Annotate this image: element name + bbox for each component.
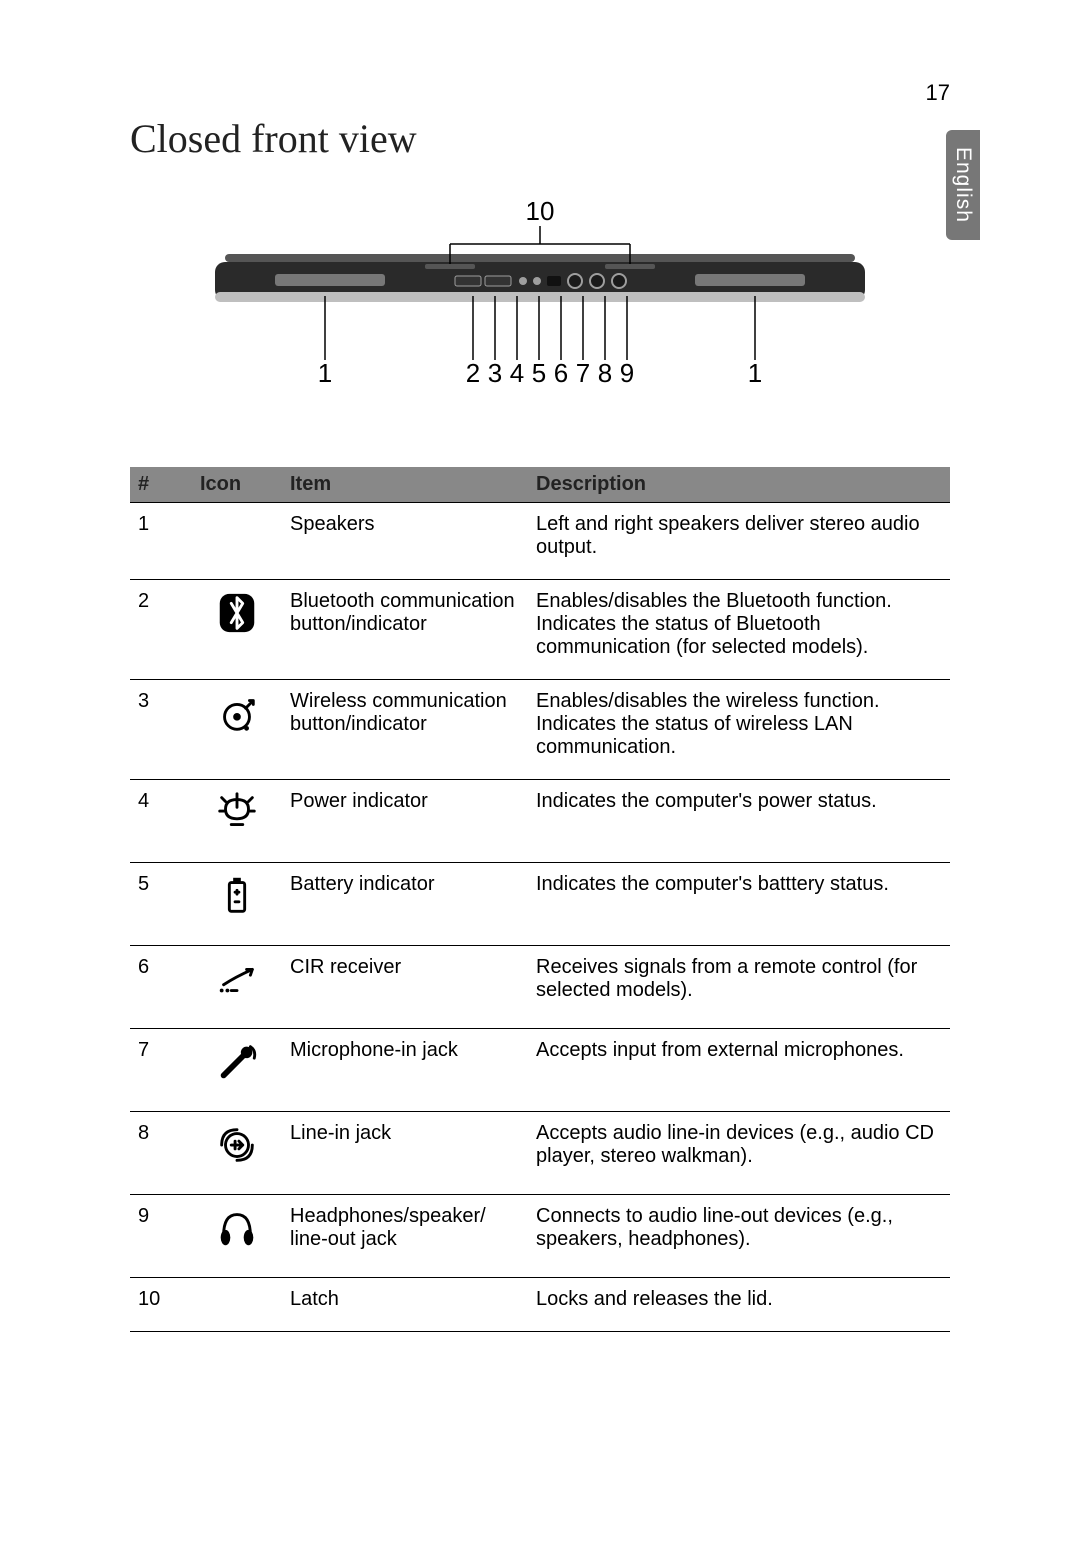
table-row: 2 Bluetooth communication button/indicato… [130,580,950,680]
svg-text:7: 7 [576,358,590,388]
cell-item: Microphone-in jack [282,1029,528,1112]
svg-text:10: 10 [526,196,555,226]
cell-item: Bluetooth communication button/indicator [282,580,528,680]
svg-text:1: 1 [318,358,332,388]
table-row: 6 CIR receiverReceives signals from a rem… [130,946,950,1029]
cell-number: 4 [130,780,192,863]
table-row: 4 Power indicatorIndicates the computer's… [130,780,950,863]
manual-page: 17 English Closed front view 10123456789… [0,0,1080,1549]
language-tab: English [946,130,980,240]
th-number: # [130,467,192,503]
battery-icon [192,863,282,946]
table-row: 10 LatchLocks and releases the lid. [130,1278,950,1332]
cell-description: Accepts audio line-in devices (e.g., aud… [528,1112,950,1195]
cell-description: Left and right speakers deliver stereo a… [528,503,950,580]
cell-icon-empty [192,1278,282,1332]
mic-icon [192,1029,282,1112]
table-header-row: # Icon Item Description [130,467,950,503]
laptop-front-svg: 10 1 23456789 1 [195,192,885,402]
cell-item: Latch [282,1278,528,1332]
cell-description: Receives signals from a remote control (… [528,946,950,1029]
cell-number: 2 [130,580,192,680]
cell-number: 3 [130,680,192,780]
bluetooth-icon [192,580,282,680]
table-row: 3 Wireless communication button/indicator… [130,680,950,780]
cell-description: Enables/disables the wireless function. … [528,680,950,780]
cell-description: Indicates the computer's power status. [528,780,950,863]
cell-item: Battery indicator [282,863,528,946]
table-row: 8 Line-in jackAccepts audio line-in devic… [130,1112,950,1195]
svg-text:1: 1 [748,358,762,388]
svg-text:3: 3 [488,358,502,388]
svg-text:5: 5 [532,358,546,388]
power-icon [192,780,282,863]
cir-icon [192,946,282,1029]
cell-item: Power indicator [282,780,528,863]
component-table: # Icon Item Description 1 SpeakersLeft an… [130,467,950,1332]
closed-front-diagram: 10 1 23456789 1 [130,192,950,407]
svg-text:2: 2 [466,358,480,388]
th-icon: Icon [192,467,282,503]
linein-icon [192,1112,282,1195]
cell-number: 5 [130,863,192,946]
table-row: 9 Headphones/speaker/ line-out jackConnec… [130,1195,950,1278]
section-title: Closed front view [130,115,950,162]
cell-item: Wireless communication button/indicator [282,680,528,780]
th-description: Description [528,467,950,503]
page-number: 17 [926,80,950,106]
cell-item: Speakers [282,503,528,580]
cell-description: Locks and releases the lid. [528,1278,950,1332]
cell-number: 1 [130,503,192,580]
cell-description: Accepts input from external microphones. [528,1029,950,1112]
svg-text:4: 4 [510,358,524,388]
cell-description: Connects to audio line-out devices (e.g.… [528,1195,950,1278]
table-row: 1 SpeakersLeft and right speakers deliver… [130,503,950,580]
cell-number: 9 [130,1195,192,1278]
headphones-icon [192,1195,282,1278]
cell-icon-empty [192,503,282,580]
cell-item: CIR receiver [282,946,528,1029]
svg-text:6: 6 [554,358,568,388]
cell-item: Headphones/speaker/ line-out jack [282,1195,528,1278]
cell-item: Line-in jack [282,1112,528,1195]
table-row: 7 Microphone-in jackAccepts input from ex… [130,1029,950,1112]
table-row: 5 Battery indicatorIndicates the computer… [130,863,950,946]
cell-number: 10 [130,1278,192,1332]
cell-description: Indicates the computer's batttery status… [528,863,950,946]
cell-description: Enables/disables the Bluetooth function.… [528,580,950,680]
wireless-icon [192,680,282,780]
svg-text:8: 8 [598,358,612,388]
cell-number: 8 [130,1112,192,1195]
cell-number: 7 [130,1029,192,1112]
cell-number: 6 [130,946,192,1029]
th-item: Item [282,467,528,503]
svg-text:9: 9 [620,358,634,388]
